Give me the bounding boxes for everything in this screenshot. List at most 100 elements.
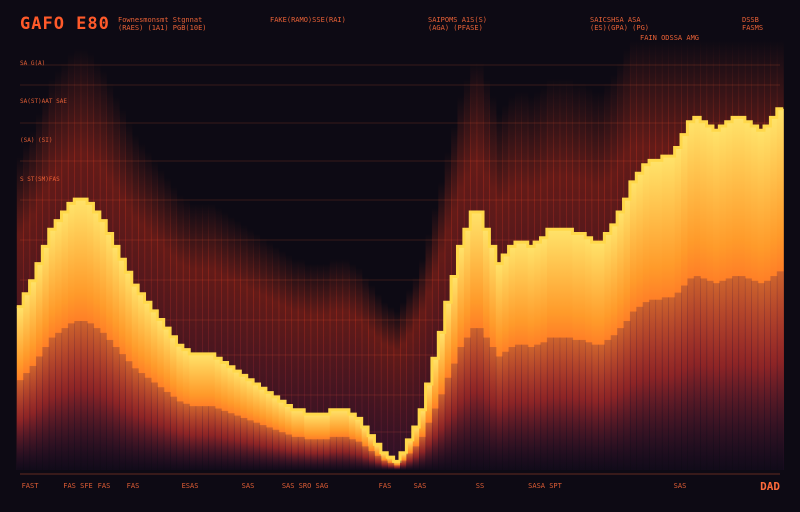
shade-bar [751, 280, 759, 470]
shade-bar [272, 429, 280, 470]
glow-column [393, 310, 401, 470]
shade-bar [419, 436, 427, 470]
shade-bar [655, 299, 663, 470]
shade-bar [316, 439, 324, 470]
shade-bar [744, 278, 752, 470]
shade-bar [406, 453, 414, 470]
shade-bar [700, 278, 708, 470]
shade-bar [431, 408, 439, 470]
shade-bar [629, 311, 637, 470]
glow-column [368, 285, 376, 470]
glow-column [265, 242, 273, 470]
glow-column [233, 220, 241, 470]
glow-column [316, 263, 324, 470]
shade-bar [150, 382, 158, 470]
x-tick-label: FAS [378, 482, 392, 490]
x-tick-label: SAS [241, 482, 255, 490]
shade-bar [221, 410, 229, 470]
subtitle-block: SAIPOMS A1S(S) (AGA) (PFASE) [428, 16, 488, 32]
shade-bar [227, 413, 235, 470]
glow-column [246, 229, 254, 470]
glow-column [163, 177, 171, 470]
shade-bar [738, 276, 746, 470]
shade-bar [591, 344, 599, 470]
shade-bar [118, 354, 126, 470]
shade-bar [170, 396, 178, 470]
shade-bar [495, 356, 503, 470]
glow-column [297, 259, 305, 470]
shade-bar [138, 373, 146, 470]
glow-column [221, 212, 229, 470]
glow-column [253, 233, 261, 470]
shade-bar [400, 460, 407, 470]
shade-bar [163, 391, 171, 470]
y-tick-label: SA G(A) [20, 60, 46, 67]
foreground-shade [16, 271, 784, 470]
shade-bar [770, 276, 778, 470]
shade-bar [527, 347, 535, 470]
x-tick-label: FAS [97, 482, 111, 490]
shade-bar [144, 377, 152, 470]
glow-column [304, 263, 312, 470]
shade-bar [246, 420, 254, 470]
glow-column [272, 246, 280, 470]
shade-bar [297, 436, 305, 470]
shade-bar [348, 439, 356, 470]
shade-bar [265, 427, 273, 470]
shade-bar [61, 328, 69, 470]
shade-bar [732, 276, 740, 470]
shade-bar [476, 328, 484, 470]
glow-column [170, 186, 178, 470]
glow-column [285, 255, 293, 470]
subtitle-block: Fownesmonsmt Stgnnat (RAES) (1A1) PGB(10… [118, 16, 207, 32]
shade-bar [278, 432, 286, 470]
glow-column [329, 259, 337, 470]
shade-bar [233, 415, 241, 470]
shade-bar [125, 361, 133, 470]
shade-bar [719, 280, 727, 470]
glow-column [214, 207, 222, 470]
shade-bar [553, 337, 561, 470]
glow-column [412, 276, 420, 470]
shade-bar [291, 436, 299, 470]
shade-bar [240, 417, 248, 470]
x-tick-label: FAS SFE [63, 482, 93, 490]
subtitle-block: FAIN ODSSA AMG [640, 34, 700, 42]
glow-column [323, 263, 331, 470]
shade-bar [502, 351, 510, 470]
shade-bar [189, 406, 197, 470]
shade-bar [253, 422, 261, 470]
glow-column [380, 302, 388, 470]
shade-bar [259, 425, 267, 470]
shade-bar [387, 462, 395, 470]
shade-bar [285, 434, 293, 470]
x-tick-label: SASA SPT [528, 482, 562, 490]
subtitle-block: FAKE(RAMO)SSE(RAI) [270, 16, 346, 24]
shade-bar [681, 285, 688, 470]
glow-column [355, 267, 363, 470]
x-tick-label: SAS SRO SAG [281, 482, 329, 490]
glow-column [195, 203, 203, 470]
shade-bar [361, 446, 369, 470]
shade-bar [393, 465, 401, 470]
shade-bar [776, 271, 784, 470]
shade-bar [42, 347, 50, 470]
shade-bar [310, 439, 318, 470]
y-tick-label: (SA) (SI) [20, 137, 53, 144]
shade-bar [623, 321, 631, 470]
shade-bar [342, 436, 350, 470]
shade-bar [559, 337, 567, 470]
shade-bar [48, 337, 56, 470]
shade-bar [368, 451, 376, 470]
shade-bar [67, 323, 75, 470]
glow-column [406, 289, 414, 470]
glow-column [361, 276, 369, 470]
shade-bar [687, 278, 695, 470]
series-line [16, 107, 784, 463]
shade-bar [521, 344, 529, 470]
glow-column [278, 250, 286, 470]
shade-bar [566, 337, 574, 470]
shade-bar [661, 297, 669, 470]
glow-column [208, 203, 216, 470]
